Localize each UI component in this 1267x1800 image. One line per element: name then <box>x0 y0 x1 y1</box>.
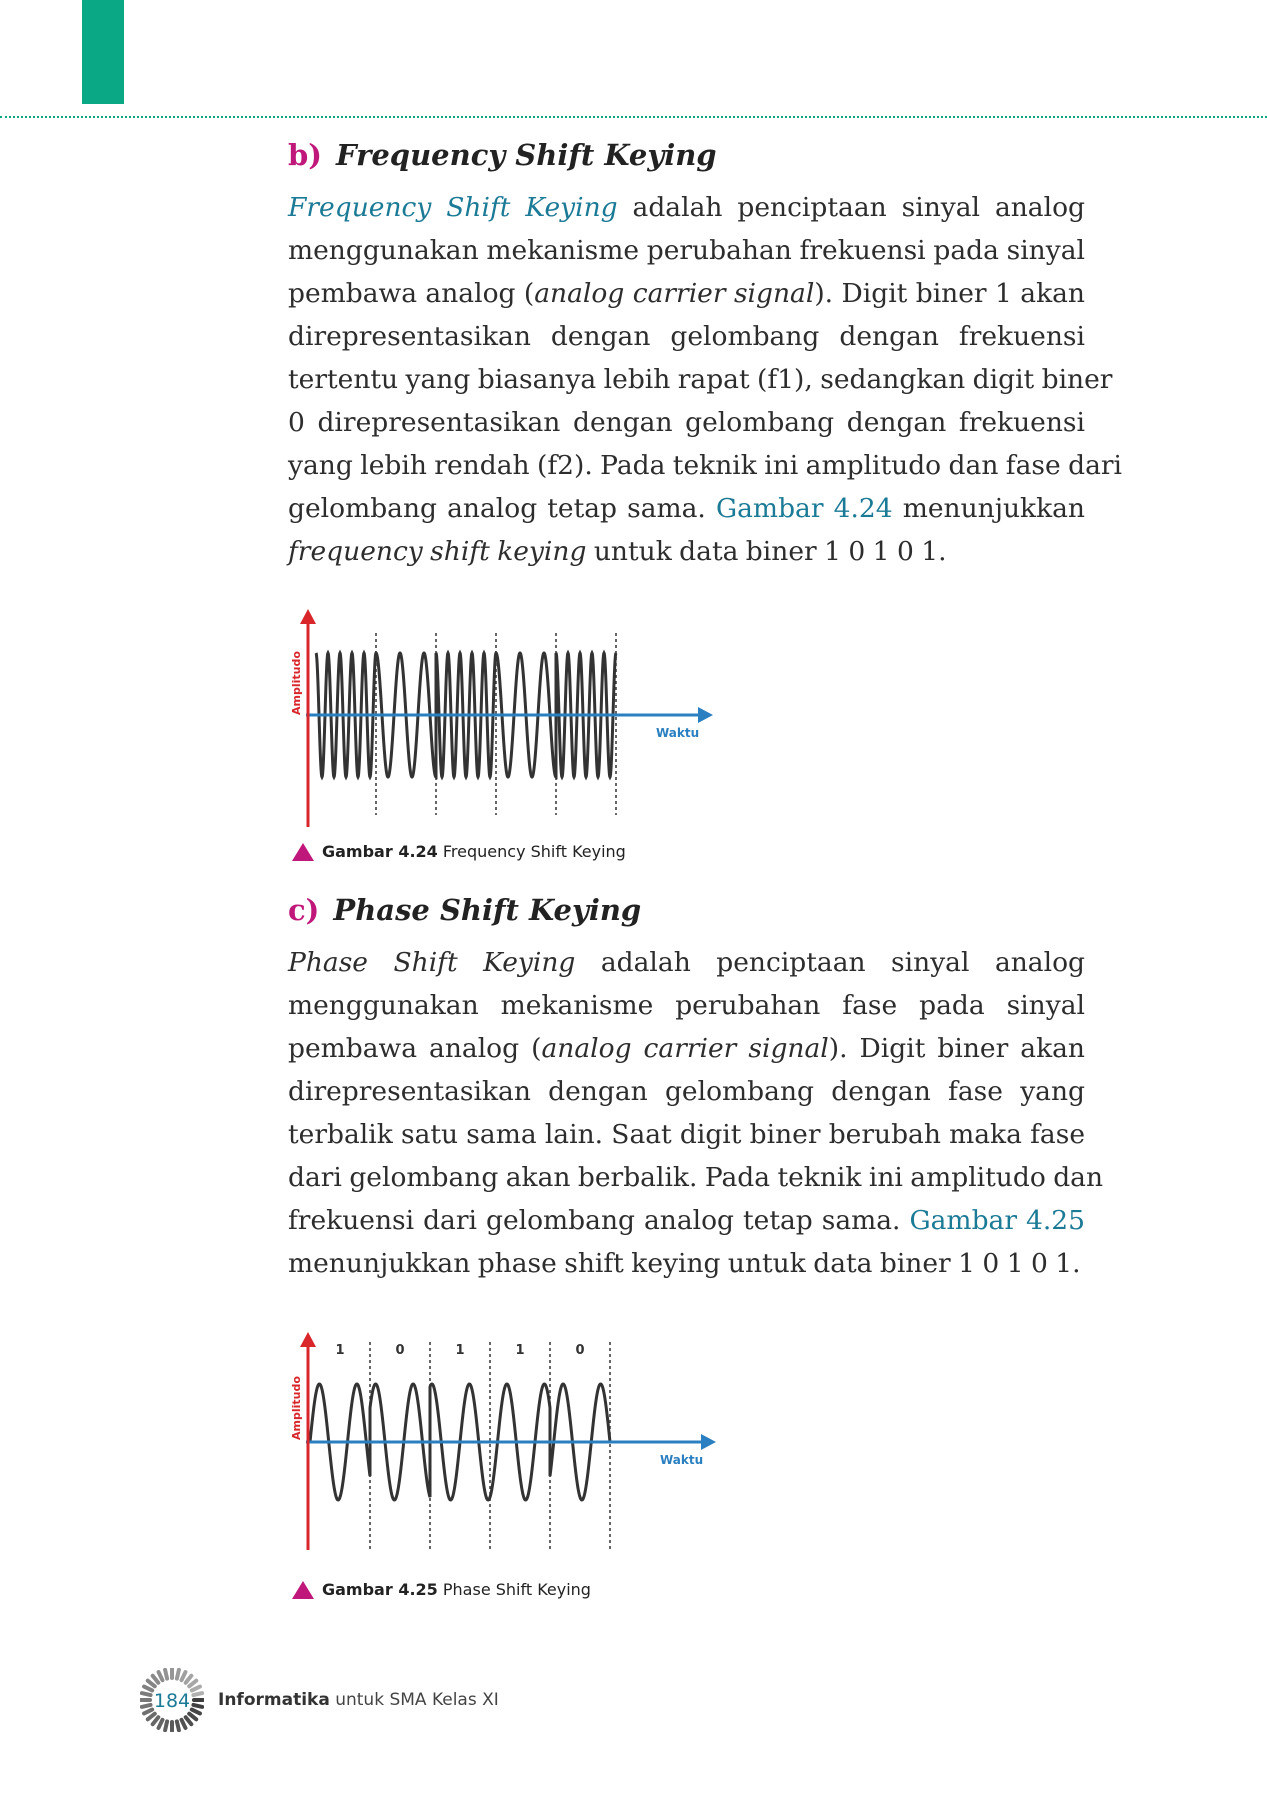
fsk-figure: Amplitudo Waktu <box>290 609 713 827</box>
sunburst-ray <box>145 1678 157 1689</box>
amplitude-label: Amplitudo <box>290 1376 303 1440</box>
page-number-badge: 184 <box>140 1668 204 1732</box>
sunburst-ray <box>174 1719 181 1732</box>
caption-triangle-icon <box>292 842 314 861</box>
header-rule <box>0 116 1267 118</box>
time-axis-arrow <box>701 1434 716 1450</box>
section-c-heading: c) Phase Shift Keying <box>288 893 641 927</box>
chapter-tab <box>82 0 124 104</box>
sunburst-ray <box>145 1711 157 1722</box>
caption-triangle-icon <box>292 1580 314 1599</box>
sunburst-ray <box>179 1670 188 1683</box>
sunburst-ray <box>156 1717 165 1730</box>
sunburst-ray <box>191 1702 204 1709</box>
sunburst-ray <box>163 1719 170 1732</box>
sunburst-ray <box>140 1691 153 1698</box>
sunburst-ray <box>156 1670 165 1683</box>
sunburst-ray <box>189 1707 202 1716</box>
section-c-paragraph: Phase Shift Keying adalah penciptaan sin… <box>288 947 1104 1279</box>
bit-label: 0 <box>575 1343 584 1358</box>
sunburst-ray <box>174 1668 181 1681</box>
fsk-waveform <box>314 649 618 781</box>
bit-label: 1 <box>335 1343 344 1358</box>
section-b-paragraph: Frequency Shift Keying adalah penciptaan… <box>288 192 1123 567</box>
section-b-letter: b) <box>288 138 322 172</box>
amplitude-axis-arrow <box>300 609 316 624</box>
psk-term: Phase Shift Keying <box>288 947 576 978</box>
figure-4-25-caption: Gambar 4.25 Phase Shift Keying <box>292 1580 591 1599</box>
time-label: Waktu <box>656 726 699 740</box>
sunburst-ray <box>189 1684 202 1693</box>
sunburst-ray <box>183 1715 194 1727</box>
time-label: Waktu <box>660 1453 703 1467</box>
sunburst-ray <box>150 1715 161 1727</box>
figure-4-24-number: Gambar 4.24 <box>322 842 438 861</box>
psk-figure: 1 0 1 1 0 Amplitudo Waktu <box>290 1332 716 1550</box>
bit-labels: 1 0 1 1 0 <box>335 1343 584 1358</box>
fsk-term: Frequency Shift Keying <box>288 192 618 223</box>
figure-4-25-number: Gambar 4.25 <box>322 1580 438 1599</box>
book-title: Informatika untuk SMA Kelas XI <box>218 1690 499 1710</box>
page-number: 184 <box>154 1690 190 1712</box>
section-c-letter: c) <box>288 893 320 927</box>
section-b-title: Frequency Shift Keying <box>336 138 717 172</box>
sunburst-ray <box>179 1717 188 1730</box>
figure-4-24-link[interactable]: Gambar 4.24 <box>715 493 893 524</box>
section-c-title: Phase Shift Keying <box>333 893 642 927</box>
sunburst-ray <box>187 1678 199 1689</box>
amplitude-axis-arrow <box>300 1332 316 1347</box>
sunburst-ray <box>191 1691 204 1698</box>
amplitude-label: Amplitudo <box>290 651 303 715</box>
sunburst-ray <box>163 1668 170 1681</box>
sunburst-ray <box>140 1702 153 1709</box>
sunburst-ray <box>150 1673 161 1685</box>
figure-4-25-link[interactable]: Gambar 4.25 <box>909 1205 1085 1236</box>
section-b-heading: b) Frequency Shift Keying <box>288 138 717 172</box>
sunburst-ray <box>142 1707 155 1716</box>
bit-label: 1 <box>455 1343 464 1358</box>
sunburst-icon <box>140 1668 204 1732</box>
sunburst-ray <box>187 1711 199 1722</box>
time-axis-arrow <box>698 707 713 723</box>
sunburst-ray <box>142 1684 155 1693</box>
sunburst-ray <box>183 1673 194 1685</box>
bit-label: 0 <box>395 1343 404 1358</box>
bit-label: 1 <box>515 1343 524 1358</box>
page-footer: 184 Informatika untuk SMA Kelas XI <box>140 1668 499 1732</box>
figure-4-24-caption: Gambar 4.24 Frequency Shift Keying <box>292 842 626 861</box>
